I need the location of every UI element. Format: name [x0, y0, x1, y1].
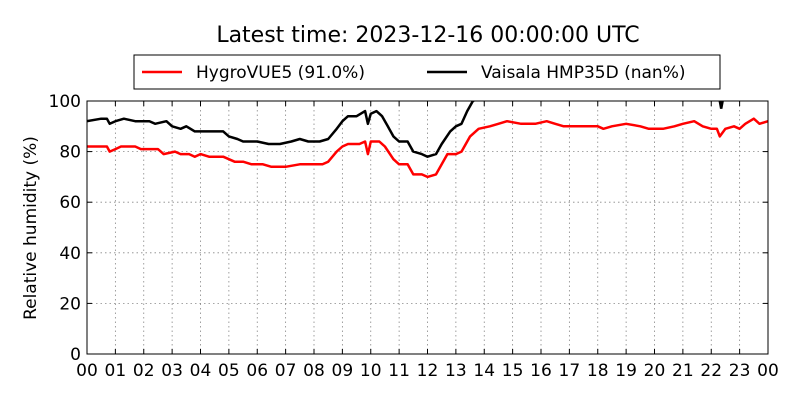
- chart-title: Latest time: 2023-12-16 00:00:00 UTC: [216, 23, 639, 48]
- grid: [87, 101, 768, 354]
- x-tick-label: 05: [218, 361, 240, 381]
- legend-label-vaisala: Vaisala HMP35D (nan%): [481, 63, 685, 83]
- y-tick-label: 80: [59, 143, 81, 163]
- x-tick-labels: 00 01 02 03 04 05 06 07 08 09 10 11 12 13 14 15 16 17 18 19…: [76, 361, 779, 381]
- x-tick-label: 14: [473, 361, 495, 381]
- series-line-vaisala: [87, 101, 477, 158]
- x-tick-label: 10: [360, 361, 382, 381]
- x-tick-label: 17: [559, 361, 581, 381]
- series-segment-vaisala: [718, 101, 724, 109]
- series-line-hygrovue5: [87, 117, 768, 179]
- x-tick-label: 00: [76, 361, 98, 381]
- x-tick-label: 09: [332, 361, 354, 381]
- x-tick-label: 00: [757, 361, 779, 381]
- x-tick-label: 23: [729, 361, 751, 381]
- x-tick-label: 01: [105, 361, 127, 381]
- x-tick-label: 19: [615, 361, 637, 381]
- x-tick-label: 13: [445, 361, 467, 381]
- legend: HygroVUE5 (91.0%) Vaisala HMP35D (nan%): [133, 54, 721, 90]
- x-tick-label: 16: [530, 361, 552, 381]
- x-tick-label: 11: [388, 361, 410, 381]
- y-tick-labels: 0 20 40 60 80 100: [49, 92, 81, 365]
- ticks: [86, 100, 769, 355]
- x-tick-label: 07: [275, 361, 297, 381]
- y-tick-label: 0: [70, 345, 81, 365]
- x-tick-label: 12: [417, 361, 439, 381]
- legend-label-hygrovue5: HygroVUE5 (91.0%): [196, 63, 365, 83]
- x-tick-label: 03: [161, 361, 183, 381]
- y-tick-label: 20: [59, 294, 81, 314]
- x-tick-label: 18: [587, 361, 609, 381]
- x-tick-label: 08: [303, 361, 325, 381]
- x-tick-label: 21: [672, 361, 694, 381]
- x-tick-label: 20: [644, 361, 666, 381]
- y-axis-label: Relative humidity (%): [21, 136, 41, 320]
- x-tick-label: 04: [190, 361, 212, 381]
- x-tick-label: 22: [700, 361, 722, 381]
- x-tick-label: 15: [502, 361, 524, 381]
- series-lines: [87, 101, 768, 179]
- y-tick-label: 40: [59, 244, 81, 264]
- y-tick-label: 100: [49, 92, 81, 112]
- y-tick-label: 60: [59, 193, 81, 213]
- x-tick-label: 02: [133, 361, 155, 381]
- x-tick-label: 06: [246, 361, 268, 381]
